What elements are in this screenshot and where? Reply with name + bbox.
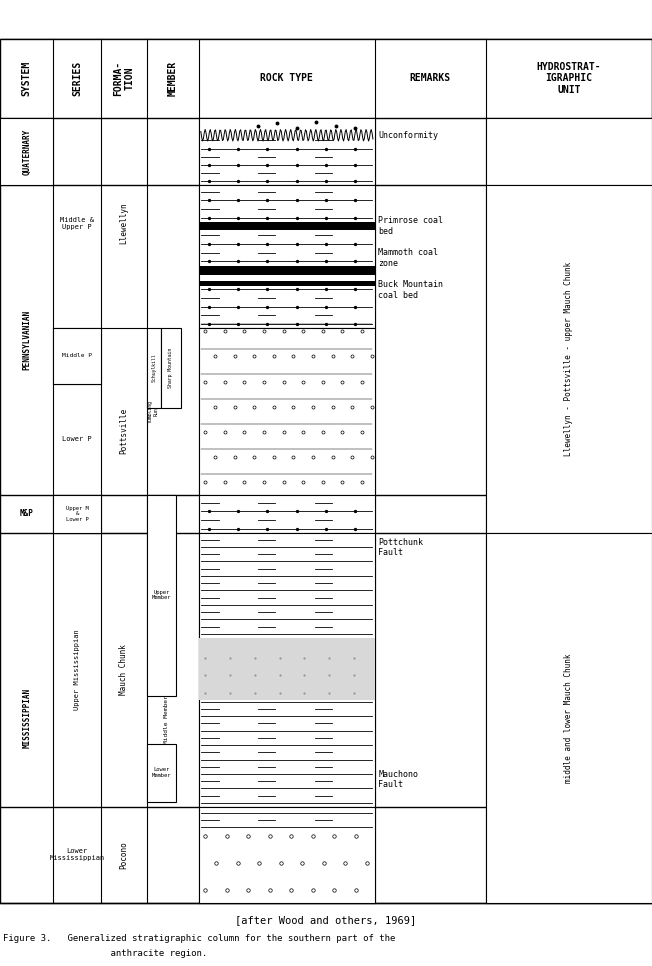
Bar (486, 118, 652, 185)
Text: Unconformity: Unconformity (378, 130, 438, 140)
Text: Primrose coal
bed: Primrose coal bed (378, 216, 443, 236)
Text: Mammoth coal
zone: Mammoth coal zone (378, 248, 438, 268)
Text: Pocono: Pocono (119, 841, 128, 868)
Text: Upper
Member: Upper Member (152, 589, 171, 601)
Bar (0, 39, 652, 118)
Bar (161, 328, 181, 408)
Text: Mauchono
Fault: Mauchono Fault (378, 770, 418, 789)
Bar (53, 328, 101, 384)
Bar (199, 638, 375, 700)
Text: Mauch Chunk: Mauch Chunk (119, 644, 128, 696)
Text: Pottsville: Pottsville (119, 408, 128, 454)
Text: Buck Mountain
coal bed: Buck Mountain coal bed (378, 280, 443, 299)
Text: Tumbling
Run: Tumbling Run (148, 400, 158, 423)
Bar (199, 807, 375, 903)
Text: QUATERNARY: QUATERNARY (22, 128, 31, 175)
Text: SYSTEM: SYSTEM (22, 61, 32, 96)
Text: ROCK TYPE: ROCK TYPE (260, 73, 314, 83)
Text: Schuylkill: Schuylkill (151, 354, 156, 383)
Text: MISSISSIPPIAN: MISSISSIPPIAN (22, 688, 31, 749)
Bar (486, 533, 652, 903)
Bar (199, 281, 375, 286)
Text: HYDROSTRAT-
IGRAPHIC
UNIT: HYDROSTRAT- IGRAPHIC UNIT (537, 62, 601, 95)
Text: FORMA-
TION: FORMA- TION (113, 61, 135, 96)
Text: Lower P: Lower P (63, 436, 92, 442)
Text: Middle P: Middle P (62, 354, 93, 358)
Text: REMARKS: REMARKS (409, 73, 451, 83)
Text: anthracite region.: anthracite region. (3, 949, 207, 958)
Bar (199, 118, 375, 185)
Text: Lower
Mississippian: Lower Mississippian (50, 848, 105, 862)
Bar (0, 118, 53, 185)
Bar (147, 328, 161, 408)
Bar (53, 495, 101, 533)
Text: Middle Member: Middle Member (164, 696, 169, 744)
Text: Pottchunk
Fault: Pottchunk Fault (378, 538, 423, 557)
Text: Middle &
Upper P: Middle & Upper P (60, 216, 95, 230)
Bar (199, 495, 375, 533)
Text: middle and lower Mauch Chunk: middle and lower Mauch Chunk (565, 653, 573, 783)
Text: Lower
Member: Lower Member (152, 767, 171, 779)
Bar (199, 185, 375, 328)
Bar (486, 185, 652, 533)
Text: Llewellyn - Pottsville - upper Mauch Chunk: Llewellyn - Pottsville - upper Mauch Chu… (565, 262, 573, 457)
Text: Llewellyn: Llewellyn (119, 202, 128, 244)
Text: Sharp Mountain: Sharp Mountain (168, 348, 173, 388)
Text: Upper Mississippian: Upper Mississippian (74, 630, 80, 710)
Text: Figure 3.   Generalized stratigraphic column for the southern part of the: Figure 3. Generalized stratigraphic colu… (3, 934, 396, 944)
Text: SERIES: SERIES (72, 61, 82, 96)
Text: PENNSYLVANIAN: PENNSYLVANIAN (22, 310, 31, 370)
Text: Upper M
&
Lower P: Upper M & Lower P (66, 505, 89, 523)
Bar (199, 328, 375, 495)
Text: M&P: M&P (20, 509, 34, 519)
Bar (147, 495, 176, 696)
Bar (199, 222, 375, 230)
Bar (0, 39, 652, 903)
Text: MEMBER: MEMBER (168, 61, 178, 96)
Bar (147, 744, 176, 802)
Text: [after Wood and others, 1969]: [after Wood and others, 1969] (235, 915, 417, 924)
Bar (199, 533, 375, 807)
Bar (199, 266, 375, 275)
